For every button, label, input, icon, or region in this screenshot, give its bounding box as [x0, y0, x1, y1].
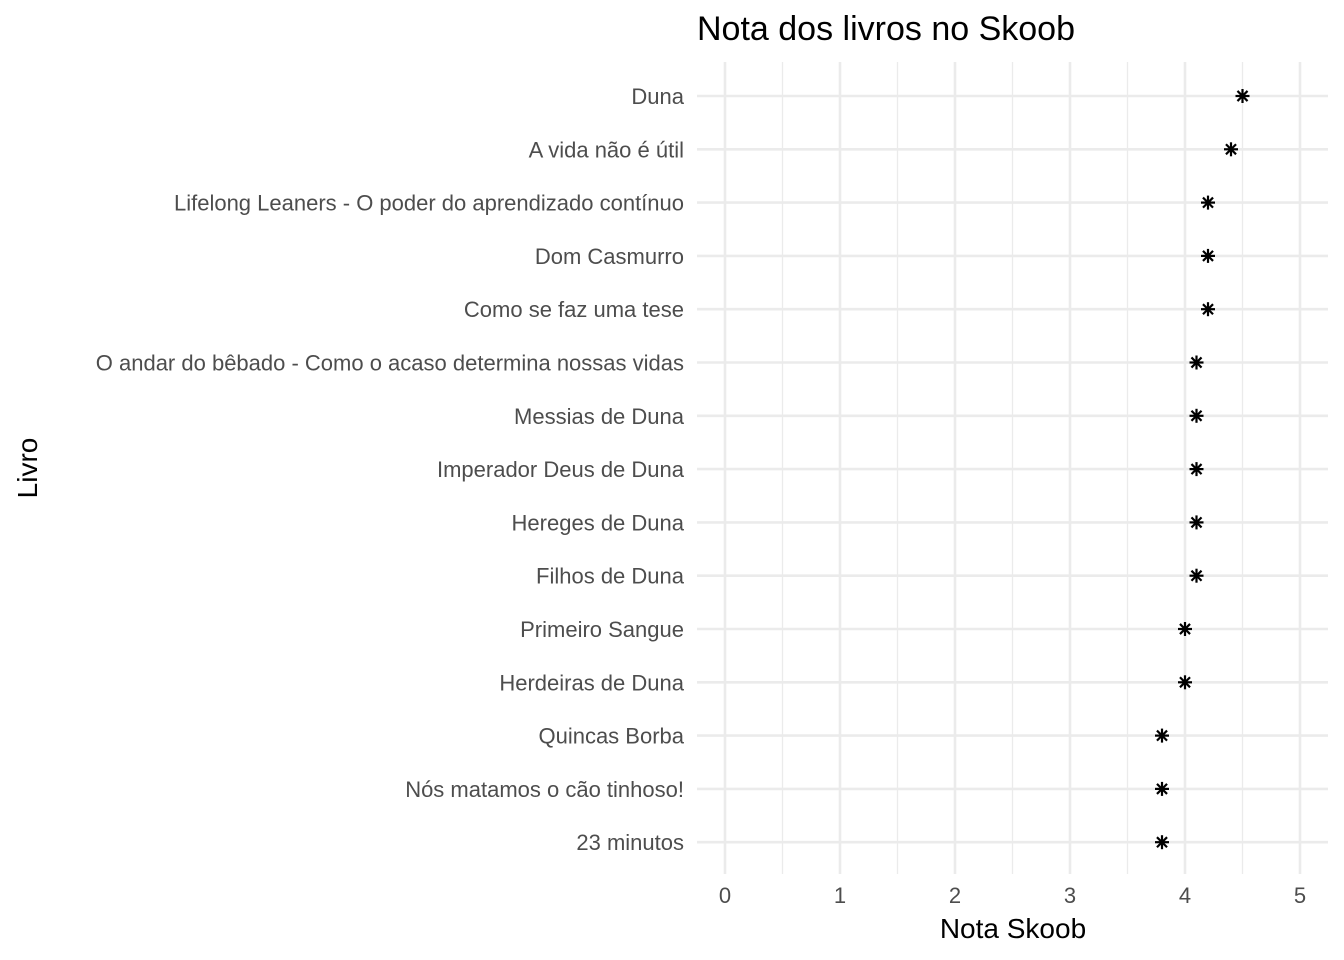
category-label: Quincas Borba — [538, 724, 684, 749]
data-point — [1189, 515, 1204, 530]
data-point — [1235, 89, 1250, 103]
data-point — [1178, 675, 1192, 690]
category-label: Hereges de Duna — [512, 510, 685, 535]
category-label: Dom Casmurro — [535, 244, 684, 269]
data-point — [1201, 248, 1215, 263]
data-point — [1189, 355, 1204, 370]
data-point — [1189, 568, 1204, 583]
x-tick-label: 2 — [949, 883, 961, 908]
category-label: Imperador Deus de Duna — [437, 457, 685, 482]
data-point — [1189, 462, 1204, 477]
category-label: Lifelong Leaners - O poder do aprendizad… — [174, 191, 684, 216]
category-label: 23 minutos — [576, 830, 684, 855]
x-tick-label: 4 — [1179, 883, 1191, 908]
data-point — [1155, 835, 1169, 850]
y-axis-title: Livro — [12, 438, 43, 499]
x-tick-label: 0 — [719, 883, 731, 908]
category-label: Filhos de Duna — [536, 564, 685, 589]
data-point — [1155, 781, 1169, 796]
x-tick-labels: 0 1 2 3 4 5 — [719, 883, 1306, 908]
data-point — [1189, 408, 1204, 423]
category-label: Primeiro Sangue — [520, 617, 684, 642]
data-point — [1155, 728, 1169, 743]
x-tick-label: 5 — [1294, 883, 1306, 908]
category-label: Duna — [631, 84, 684, 109]
chart-title: Nota dos livros no Skoob — [697, 10, 1075, 48]
category-label: Messias de Duna — [514, 404, 685, 429]
grid — [697, 62, 1328, 874]
category-label: Herdeiras de Duna — [499, 670, 684, 695]
data-point — [1201, 302, 1215, 317]
category-label: O andar do bêbado - Como o acaso determi… — [96, 351, 684, 376]
category-labels: Duna A vida não é útil Lifelong Leaners - … — [96, 84, 685, 855]
x-axis-title: Nota Skoob — [940, 913, 1086, 944]
data-point — [1178, 622, 1192, 636]
x-tick-label: 1 — [834, 883, 846, 908]
data-point — [1224, 142, 1238, 157]
x-tick-label: 3 — [1064, 883, 1076, 908]
category-label: A vida não é útil — [529, 137, 684, 162]
data-points — [1155, 89, 1250, 850]
category-label: Nós matamos o cão tinhoso! — [405, 777, 684, 802]
category-label: Como se faz uma tese — [464, 297, 684, 322]
data-point — [1201, 195, 1215, 210]
